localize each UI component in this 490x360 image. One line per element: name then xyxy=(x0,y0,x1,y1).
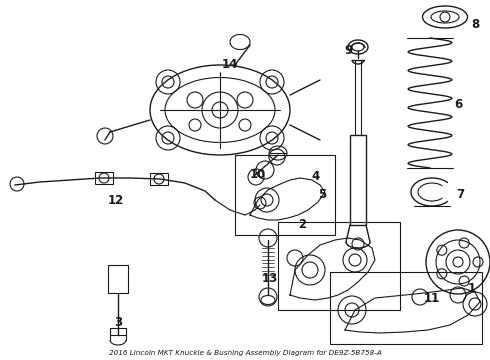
Bar xyxy=(95,172,113,184)
Bar xyxy=(278,222,400,310)
Text: 9: 9 xyxy=(344,44,352,57)
Text: 14: 14 xyxy=(222,58,238,72)
Text: 13: 13 xyxy=(262,271,278,284)
Text: 2: 2 xyxy=(298,219,306,231)
Text: 6: 6 xyxy=(454,98,462,111)
Text: 10: 10 xyxy=(250,168,266,181)
Text: 3: 3 xyxy=(114,315,122,328)
Text: 4: 4 xyxy=(312,170,320,183)
Bar xyxy=(150,173,168,185)
Text: 11: 11 xyxy=(424,292,440,305)
Text: 12: 12 xyxy=(108,194,124,207)
Text: 5: 5 xyxy=(318,189,326,202)
Bar xyxy=(108,265,128,293)
Bar xyxy=(235,155,335,235)
Text: 8: 8 xyxy=(471,18,479,31)
Text: 7: 7 xyxy=(456,188,464,201)
Text: 1: 1 xyxy=(468,282,476,294)
Bar xyxy=(330,272,482,344)
Bar xyxy=(350,135,366,225)
Text: 2016 Lincoln MKT Knuckle & Bushing Assembly Diagram for DE9Z-5B758-A: 2016 Lincoln MKT Knuckle & Bushing Assem… xyxy=(109,350,381,356)
